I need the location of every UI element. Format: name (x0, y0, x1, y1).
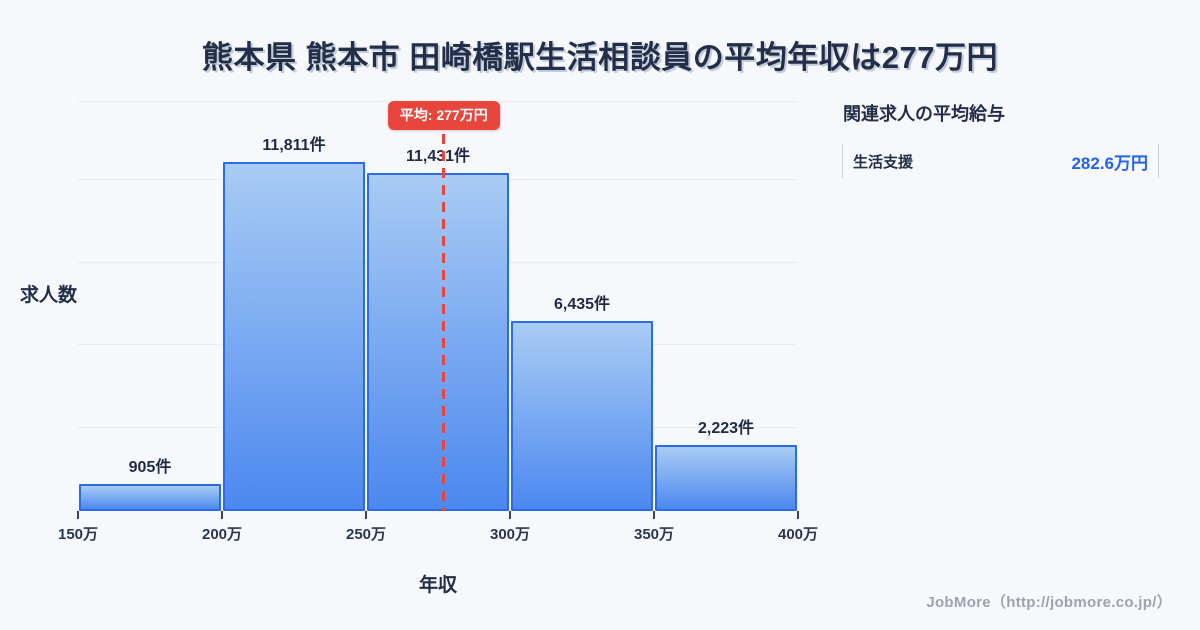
average-badge: 平均: 277万円 (387, 101, 500, 130)
x-axis-label: 年収 (418, 575, 458, 596)
page-title: 熊本県 熊本市 田崎橋駅生活相談員の平均年収は277万円 (202, 40, 998, 75)
related-job-salary-value[interactable]: 282.6万円 (1071, 153, 1148, 173)
bar-value-label: 11,431件 (405, 148, 471, 165)
x-tick-label: 150万 (57, 526, 99, 543)
x-axis-tick (221, 511, 223, 519)
footer-credit: JobMore（http://jobmore.co.jp/） (926, 594, 1172, 611)
x-axis-tick (365, 511, 367, 519)
x-tick-label: 200万 (201, 526, 243, 543)
histogram-bar (655, 445, 797, 511)
histogram-bar (367, 173, 509, 511)
histogram-bar (223, 162, 365, 511)
x-tick-label: 400万 (777, 526, 819, 543)
x-tick-label: 350万 (633, 526, 675, 543)
y-axis-label: 求人数 (20, 285, 78, 306)
bar-value-label: 905件 (128, 459, 172, 476)
histogram-bar (511, 321, 653, 511)
x-tick-label: 250万 (345, 526, 387, 543)
x-axis-tick (653, 511, 655, 519)
average-line (442, 134, 446, 511)
panel-heading: 関連求人の平均給与 (843, 104, 1005, 124)
x-axis-tick (797, 511, 799, 519)
related-job-label: 生活支援 (853, 153, 914, 171)
related-job-row[interactable]: 生活支援 282.6万円 (842, 144, 1159, 178)
x-tick-label: 300万 (489, 526, 531, 543)
x-axis-tick (509, 511, 511, 519)
plot-area: 905件 11,811件 11,431件 6,435件 2,223件 150万 200万 25… (58, 97, 818, 543)
bar-value-label: 2,223件 (697, 420, 755, 437)
related-jobs-panel: 関連求人の平均給与 生活支援 282.6万円 (842, 100, 1159, 178)
histogram-bar (79, 484, 221, 511)
bar-value-label: 6,435件 (553, 296, 611, 313)
bar-value-label: 11,811件 (262, 137, 326, 154)
x-axis-tick (77, 511, 79, 519)
